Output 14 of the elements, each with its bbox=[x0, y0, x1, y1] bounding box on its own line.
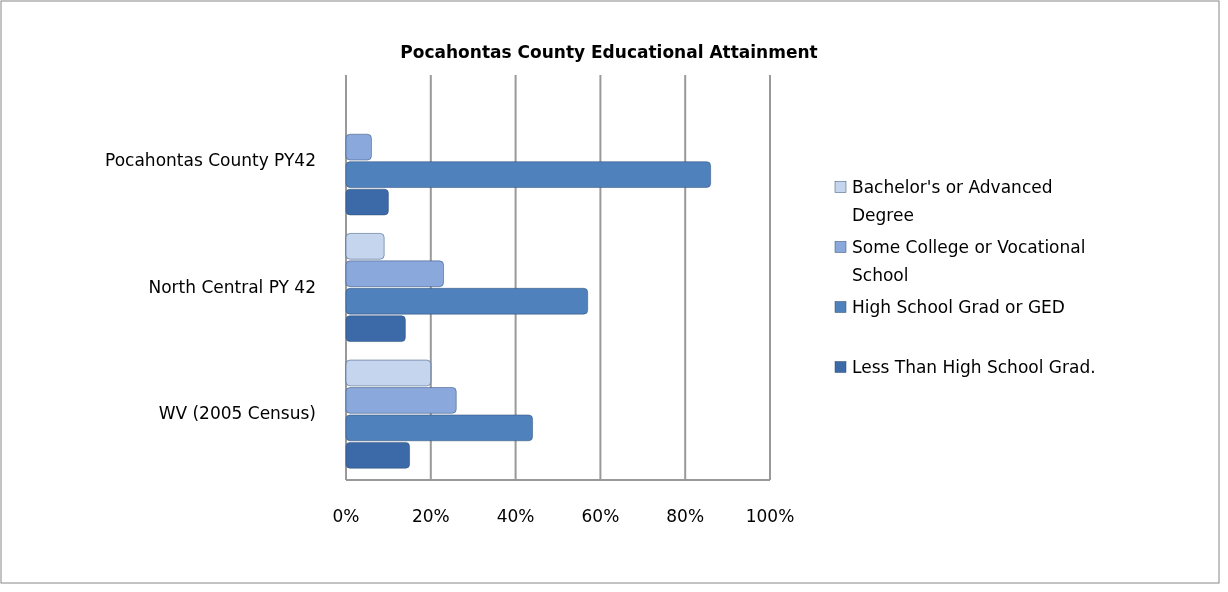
chart-title: Pocahontas County Educational Attainment bbox=[400, 42, 818, 62]
x-tick-label: 60% bbox=[581, 506, 620, 526]
x-tick-label: 0% bbox=[332, 506, 360, 526]
x-tick-label: 80% bbox=[666, 506, 705, 526]
x-tick-label: 40% bbox=[496, 506, 535, 526]
x-tick-label: 20% bbox=[411, 506, 450, 526]
legend-label: Less Than High School Grad. bbox=[852, 356, 1096, 377]
x-tick-label: 100% bbox=[745, 506, 795, 526]
y-tick-label: Pocahontas County PY42 bbox=[105, 149, 316, 170]
y-tick-label: WV (2005 Census) bbox=[158, 403, 316, 424]
legend-label: Some College or Vocational School bbox=[852, 236, 1086, 285]
y-tick-label: North Central PY 42 bbox=[148, 276, 316, 297]
legend-label: High School Grad or GED bbox=[852, 296, 1065, 317]
legend-label: Bachelor's or Advanced Degree bbox=[852, 176, 1053, 225]
